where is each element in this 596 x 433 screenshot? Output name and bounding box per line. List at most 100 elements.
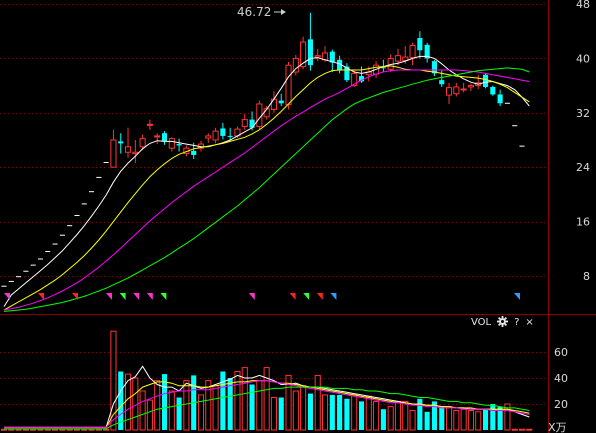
max-annotation: 46.72 bbox=[237, 5, 286, 19]
candle-body-up bbox=[212, 130, 219, 141]
volume-bar-down bbox=[227, 378, 233, 430]
volume-tick-label: 20 bbox=[554, 398, 568, 411]
candle-body-up bbox=[168, 138, 175, 149]
volume-bar-up bbox=[292, 390, 299, 431]
volume-bar-up bbox=[373, 400, 380, 431]
candle-body-down bbox=[344, 66, 350, 81]
candle-body-up bbox=[146, 123, 153, 126]
volume-bar-down bbox=[337, 394, 343, 430]
gear-icon[interactable] bbox=[497, 315, 509, 331]
volume-tick-label: 40 bbox=[554, 372, 568, 385]
volume-bar-up bbox=[103, 428, 110, 431]
volume-bar-up bbox=[445, 406, 453, 431]
volume-bar-up bbox=[59, 428, 66, 431]
volume-ma-line bbox=[4, 380, 530, 428]
volume-bar-up bbox=[270, 397, 277, 431]
signal-flag bbox=[289, 293, 296, 300]
volume-bar-up bbox=[467, 410, 474, 431]
volume-bar-up bbox=[409, 410, 416, 431]
signal-flag bbox=[316, 293, 323, 300]
price-tick-label: 8 bbox=[583, 270, 590, 283]
signal-flag bbox=[72, 293, 78, 300]
candle-body-up bbox=[300, 41, 307, 68]
candle-body-up bbox=[460, 88, 467, 91]
price-ma-line bbox=[3, 67, 530, 312]
close-icon[interactable]: × bbox=[525, 317, 534, 328]
volume-bar-up bbox=[15, 428, 22, 431]
volume-indicator-label[interactable]: VOL bbox=[471, 317, 492, 328]
candle-body-up bbox=[453, 86, 460, 95]
candle-body-down bbox=[431, 61, 438, 74]
candle-body-up bbox=[110, 139, 117, 168]
candle-body-down bbox=[161, 133, 168, 142]
volume-bar-up bbox=[37, 428, 44, 431]
volume-bar-up bbox=[321, 394, 329, 431]
volume-bar-down bbox=[278, 397, 284, 430]
price-chart: 46.72 48 40 32 24 16 8 bbox=[1, 0, 590, 312]
volume-bar-down bbox=[431, 401, 438, 430]
candle-body-up bbox=[241, 119, 248, 127]
volume-bar-down bbox=[482, 409, 489, 430]
volume-bar-up bbox=[234, 371, 241, 431]
candle-body-up bbox=[292, 57, 299, 73]
candle-body-down bbox=[424, 44, 430, 59]
signal-flag bbox=[4, 293, 10, 300]
volume-toolbar: VOL ? × bbox=[471, 315, 534, 331]
volume-bar-up bbox=[212, 385, 219, 431]
volume-bar-up bbox=[30, 428, 37, 431]
candle-body-down bbox=[380, 67, 386, 69]
candle-body-down bbox=[249, 119, 255, 128]
candle-body-up bbox=[467, 85, 474, 88]
volume-bar-down bbox=[176, 397, 182, 430]
signal-flag bbox=[119, 293, 126, 300]
volume-bar-up bbox=[81, 428, 88, 431]
volume-bar-up bbox=[351, 394, 358, 431]
volume-bar-up bbox=[139, 390, 146, 431]
price-tick-label: 32 bbox=[576, 107, 590, 120]
volume-bar-up bbox=[146, 399, 153, 431]
signal-flag bbox=[38, 293, 44, 300]
signal-flag bbox=[133, 293, 140, 300]
volume-bar-up bbox=[22, 428, 29, 431]
help-icon[interactable]: ? bbox=[514, 317, 520, 328]
volume-bar-down bbox=[329, 394, 335, 430]
signal-flag bbox=[303, 293, 310, 300]
volume-chart: 60 40 20 X万 bbox=[0, 330, 568, 433]
volume-bar-down bbox=[490, 404, 496, 430]
candle-body-down bbox=[307, 39, 313, 66]
volume-bars bbox=[0, 330, 533, 431]
signal-flag bbox=[514, 293, 520, 300]
candle-body-down bbox=[278, 100, 284, 104]
volume-bar-down bbox=[161, 374, 168, 430]
volume-ma-lines bbox=[4, 365, 530, 430]
price-ma-line bbox=[3, 55, 530, 307]
candle-body-down bbox=[176, 144, 182, 146]
volume-bar-down bbox=[307, 393, 313, 430]
volume-bar-up bbox=[95, 428, 102, 431]
price-axis: 48 40 32 24 16 8 bbox=[576, 0, 590, 283]
price-ma-line bbox=[3, 69, 530, 311]
candle-body-down bbox=[439, 80, 445, 85]
candle-body-up bbox=[409, 44, 416, 59]
volume-bar-up bbox=[44, 428, 51, 431]
volume-bar-up bbox=[88, 428, 95, 431]
volume-bar-up bbox=[504, 403, 511, 431]
candle-body-down bbox=[337, 59, 343, 70]
candle-body-up bbox=[285, 64, 292, 106]
volume-bar-up bbox=[285, 374, 292, 431]
candle-body-up bbox=[256, 103, 263, 127]
volume-bar-up bbox=[73, 428, 81, 431]
volume-bar-up bbox=[52, 428, 59, 431]
volume-bar-up bbox=[526, 428, 533, 431]
volume-bar-down bbox=[439, 406, 445, 430]
volume-bar-up bbox=[66, 428, 73, 431]
candle-body-up bbox=[314, 55, 321, 58]
volume-bar-up bbox=[168, 390, 175, 431]
volume-bar-up bbox=[8, 428, 15, 431]
candle-body-up bbox=[270, 98, 277, 110]
candle-body-up bbox=[132, 151, 139, 155]
volume-bar-up bbox=[475, 411, 482, 431]
candle-body-down bbox=[358, 76, 365, 82]
volume-bar-up bbox=[110, 330, 117, 431]
volume-unit-label: X万 bbox=[548, 421, 567, 433]
